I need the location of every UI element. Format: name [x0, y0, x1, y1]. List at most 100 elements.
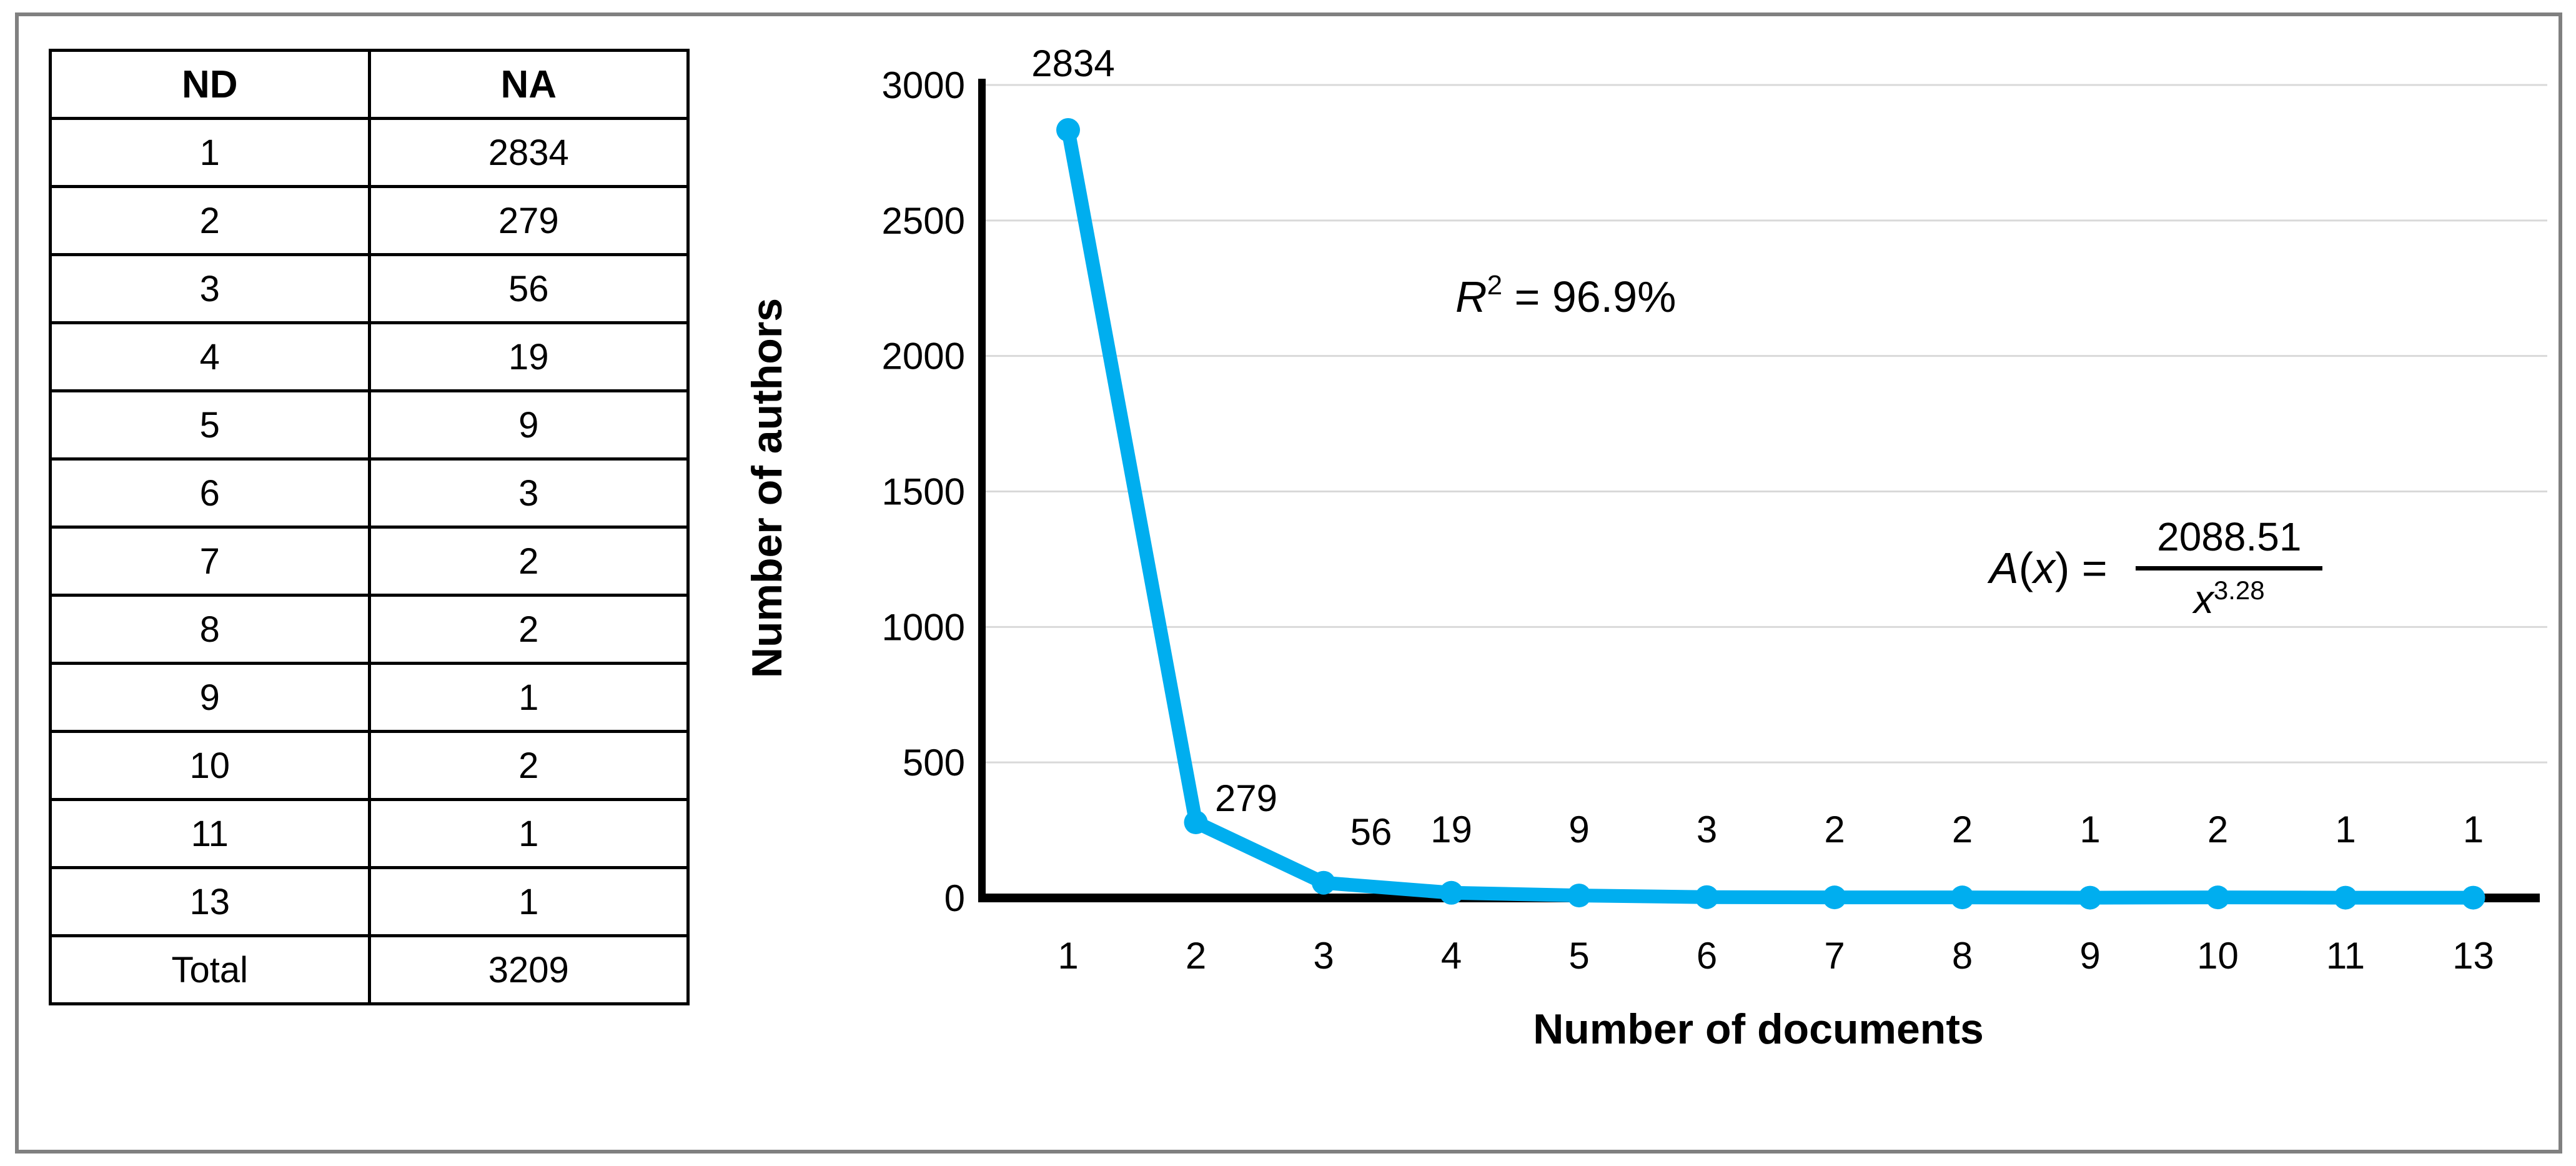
x-tick-label: 1 — [1058, 935, 1078, 977]
data-point-marker — [1950, 885, 1974, 910]
data-point-label: 56 — [1350, 811, 1392, 853]
x-tick-label: 11 — [2326, 935, 2365, 977]
formula-fraction: 2088.51 x3.28 — [2136, 514, 2323, 622]
formula-denominator: x3.28 — [2193, 576, 2265, 622]
data-point-label: 2 — [1824, 809, 1845, 850]
table-row: 1 2834 — [49, 117, 690, 188]
x-tick-label: 7 — [1824, 935, 1845, 977]
table-cell: 2 — [49, 185, 371, 256]
table-row: 11 1 — [49, 798, 690, 869]
table-cell: 3 — [367, 457, 690, 529]
data-point-label: 2834 — [1031, 42, 1114, 84]
data-point-label: 1 — [2079, 809, 2100, 850]
data-series-line — [1061, 122, 2480, 905]
table-cell: 10 — [49, 730, 371, 801]
table-row: 2 279 — [49, 185, 690, 256]
y-tick-label: 500 — [903, 742, 965, 784]
data-point-marker — [1823, 885, 1846, 910]
formula-lhs: A(x) = — [1989, 544, 2120, 592]
x-tick-label: 4 — [1441, 935, 1462, 977]
x-tick-label: 13 — [2452, 935, 2494, 977]
r-squared-symbol: R — [1455, 272, 1487, 321]
x-tick-label: 8 — [1952, 935, 1973, 977]
table-row: 10 2 — [49, 730, 690, 801]
data-point-label: 19 — [1430, 809, 1472, 850]
x-tick-label: 5 — [1568, 935, 1589, 977]
fit-formula-annotation: A(x) = 2088.51 x3.28 — [1989, 514, 2323, 622]
data-point-label: 9 — [1568, 809, 1589, 850]
nd-na-table: ND NA 1 2834 2 279 3 56 4 19 5 9 6 3 7 2 8 2 9 1 10 2 11 1 13 1… — [49, 49, 690, 1005]
table-cell: 6 — [49, 457, 371, 529]
table-cell: 56 — [367, 253, 690, 324]
r-squared-value: = 96.9% — [1502, 272, 1677, 321]
table-cell: 2 — [367, 730, 690, 801]
table-cell: 4 — [49, 321, 371, 392]
formula-fraction-bar — [2136, 566, 2323, 571]
data-point-label: 1 — [2335, 809, 2356, 850]
data-point-marker — [2334, 885, 2357, 910]
table-cell: 5 — [49, 389, 371, 461]
data-point-label: 2 — [2207, 809, 2228, 850]
data-point-marker — [2078, 885, 2102, 910]
x-axis-title: Number of documents — [1533, 1005, 1984, 1053]
table-cell: 9 — [367, 389, 690, 461]
data-point-marker — [1184, 810, 1208, 835]
y-tick-label: 2500 — [882, 200, 965, 242]
table-cell: 1 — [367, 662, 690, 733]
data-point-label: 1 — [2463, 809, 2484, 850]
table-cell: 8 — [49, 594, 371, 665]
table-cell: Total — [49, 934, 371, 1005]
table-cell: 11 — [49, 798, 371, 869]
data-point-label: 279 — [1215, 777, 1277, 819]
r-squared-exponent: 2 — [1487, 270, 1503, 301]
table-cell: 1 — [367, 866, 690, 937]
table-cell: 2834 — [367, 117, 690, 188]
table-header-row: ND NA — [49, 49, 690, 120]
y-tick-label: 3000 — [882, 64, 965, 106]
r-squared-annotation: R2 = 96.9% — [1455, 270, 1676, 322]
table-cell: 9 — [49, 662, 371, 733]
table-cell: 2 — [367, 526, 690, 597]
table-cell: 3209 — [367, 934, 690, 1005]
x-tick-label: 3 — [1313, 935, 1334, 977]
table-row: 13 1 — [49, 866, 690, 937]
data-point-marker — [1695, 885, 1719, 909]
table-cell: 3 — [49, 253, 371, 324]
table-cell: 1 — [49, 117, 371, 188]
x-tick-label: 9 — [2079, 935, 2100, 977]
data-point-label: 3 — [1697, 809, 1717, 850]
table-row: 3 56 — [49, 253, 690, 324]
x-tick-label: 10 — [2197, 935, 2239, 977]
data-point-marker — [1439, 880, 1464, 905]
y-tick-label: 1000 — [882, 606, 965, 648]
y-tick-label: 0 — [944, 877, 965, 919]
y-axis-title: Number of authors — [743, 297, 791, 679]
x-tick-label: 2 — [1186, 935, 1206, 977]
table-cell: 2 — [367, 594, 690, 665]
formula-numerator: 2088.51 — [2157, 514, 2302, 559]
data-point-marker — [1056, 117, 1080, 142]
table-cell: 13 — [49, 866, 371, 937]
table-row: Total 3209 — [49, 934, 690, 1005]
table-cell: 279 — [367, 185, 690, 256]
table-cell: 7 — [49, 526, 371, 597]
y-tick-label: 1500 — [882, 471, 965, 513]
data-point-marker — [2461, 885, 2485, 910]
table-cell: 1 — [367, 798, 690, 869]
table-row: 4 19 — [49, 321, 690, 392]
data-point-label: 2 — [1952, 809, 1973, 850]
data-point-marker — [2206, 885, 2230, 910]
y-tick-label: 2000 — [882, 336, 965, 377]
table-cell: 19 — [367, 321, 690, 392]
data-point-marker — [1567, 884, 1591, 908]
table-header-nd: ND — [49, 49, 371, 120]
y-axis-line — [978, 79, 986, 902]
data-point-marker — [1312, 870, 1335, 895]
